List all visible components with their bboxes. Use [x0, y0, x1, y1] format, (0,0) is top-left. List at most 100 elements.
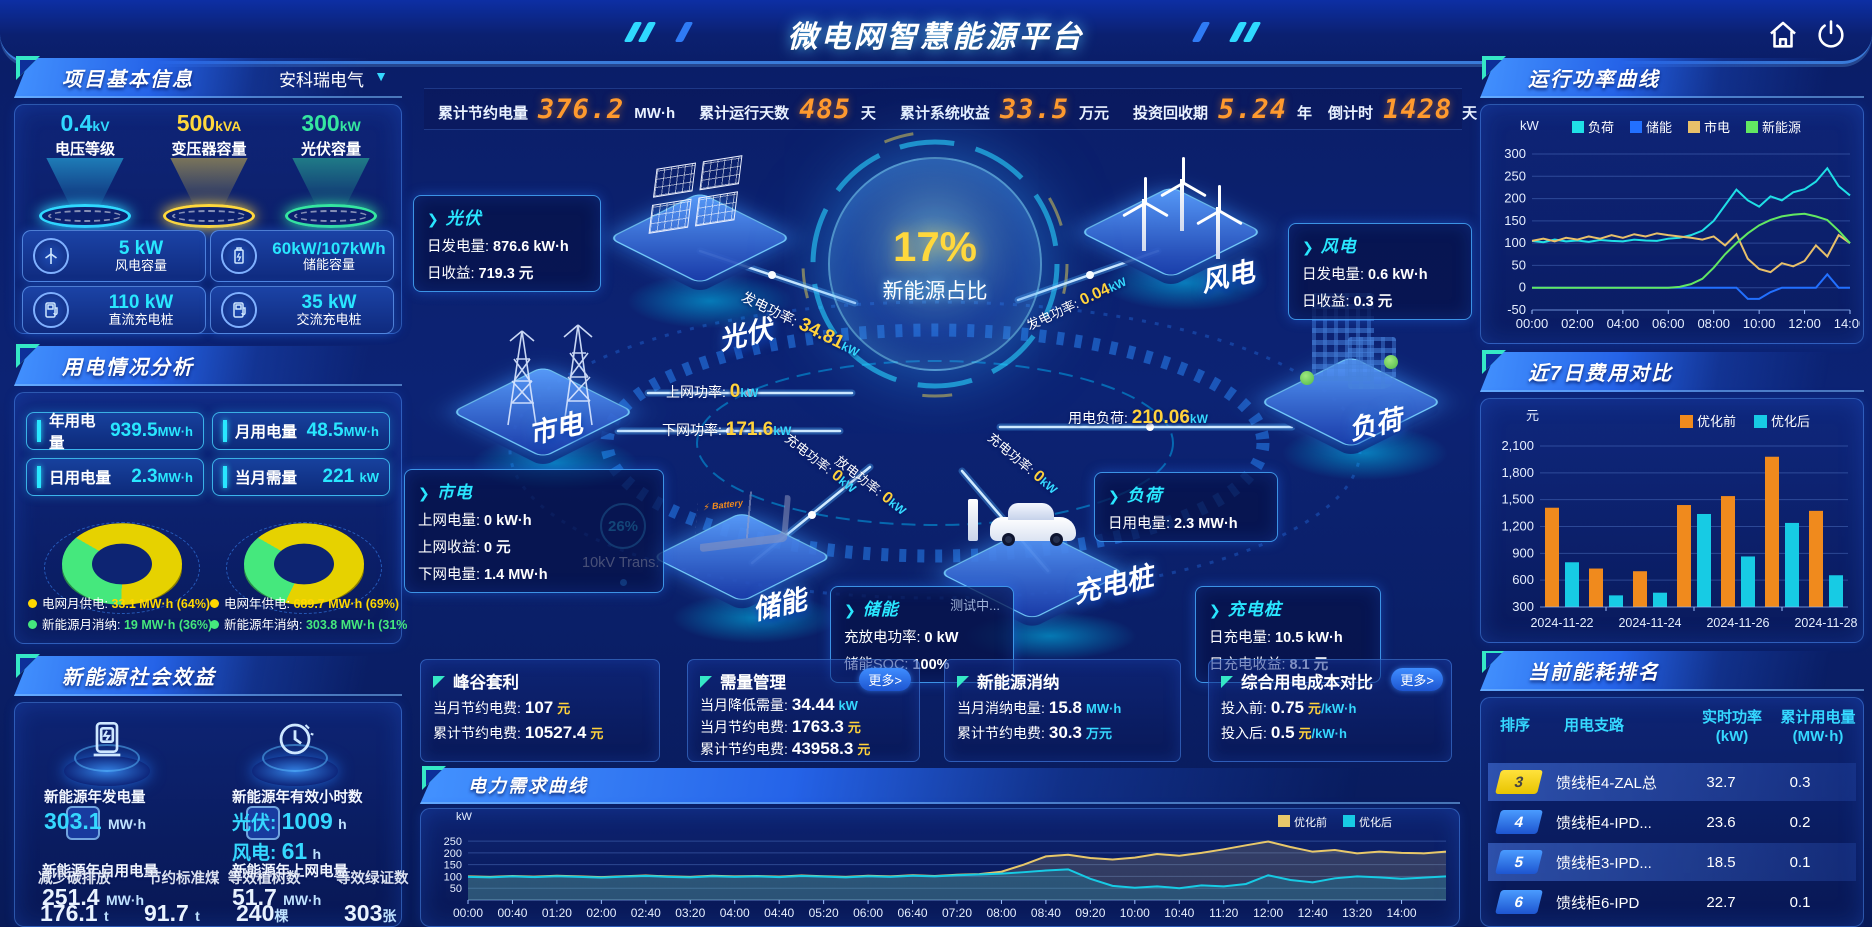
wheel-icon	[1002, 533, 1015, 546]
svg-text:负荷: 负荷	[1588, 120, 1614, 135]
more-button[interactable]: 更多>	[1391, 668, 1443, 691]
svg-text:100: 100	[1504, 235, 1526, 250]
transformer-capacity-label: 变压器容量	[171, 141, 247, 158]
ranking-row[interactable]: 5 馈线柜3-IPD... 18.5 0.1	[1488, 843, 1856, 881]
svg-text:150: 150	[444, 860, 462, 872]
peak-valley-panel: 峰谷套利 当月节约电费: 107 元 累计节约电费: 10527.4 元	[420, 659, 660, 762]
legend-renewable-month: 新能源月消纳: 19 MW·h (36%)	[28, 614, 212, 633]
ranking-row[interactable]: 6 馈线柜6-IPD 22.7 0.1	[1488, 883, 1856, 921]
ranking-row[interactable]: 3 馈线柜4-ZAL总 32.7 0.3	[1488, 763, 1856, 801]
panel-cost-compare: 近7日费用对比 2,100 1,800 1,500 1,200 900 600 300 元 20…	[1480, 350, 1864, 645]
dc-charger-card: 110 kW 直流充电桩	[22, 286, 206, 334]
pv-capacity-label: 光伏容量	[300, 141, 361, 158]
grid-feed-value: 51.7 MW·h	[232, 884, 322, 910]
home-icon[interactable]	[1766, 18, 1800, 52]
power-icon[interactable]	[1814, 18, 1848, 52]
kpi-system-income: 累计系统收益 33.5 万元	[899, 93, 1109, 125]
chevron-down-icon[interactable]: ▼	[374, 68, 388, 84]
header: 微电网智慧能源平台	[0, 0, 1872, 64]
svg-text:-50: -50	[1507, 302, 1526, 317]
wind-info-box: ❯ 风电 日发电量: 0.6 kW·h 日收益: 0.3 元	[1288, 223, 1472, 320]
svg-text:1,500: 1,500	[1501, 492, 1534, 507]
corner-icon	[957, 676, 969, 688]
svg-text:优化前: 优化前	[1697, 414, 1736, 429]
svg-text:08:00: 08:00	[1697, 316, 1730, 331]
carbon-label: 减少碳排放	[38, 871, 111, 887]
svg-text:市电: 市电	[1704, 120, 1730, 135]
svg-text:00:00: 00:00	[1516, 316, 1549, 331]
charger-flow-label: 充电功率: 0kW	[984, 429, 1060, 497]
project-selector[interactable]: 安科瑞电气	[279, 71, 364, 90]
col-power: 实时功率 (kW)	[1701, 709, 1762, 745]
ac-charger-icon	[221, 292, 257, 328]
yearly-share-donut-chart	[244, 523, 364, 605]
svg-text:08:40: 08:40	[1031, 906, 1061, 920]
svg-text:06:00: 06:00	[853, 906, 883, 920]
wind-capacity-card: 5 kW 风电容量	[22, 230, 206, 282]
panel-demand-curve-header: 电力需求曲线	[420, 768, 1460, 804]
svg-text:10:00: 10:00	[1120, 906, 1150, 920]
wind-hours-value: 风电: 61 h	[232, 838, 322, 864]
panel-title: 综合用电成本对比	[1221, 669, 1439, 693]
svg-text:00:00: 00:00	[453, 906, 483, 920]
kpi-bar: 累计节约电量 376.2 MW·h 累计运行天数 485 天 累计系统收益 33.5 万元 …	[424, 88, 1477, 130]
panel-demand-curve-body	[420, 808, 1460, 927]
svg-text:2024-11-22: 2024-11-22	[1530, 616, 1593, 630]
certs-value: 303张	[344, 900, 397, 926]
svg-text:元: 元	[1526, 408, 1539, 423]
svg-text:01:20: 01:20	[542, 906, 572, 920]
panel-power-curve-body	[1480, 104, 1864, 344]
wind-icon	[33, 238, 69, 274]
charger-pillar-icon	[968, 499, 978, 541]
header-curve	[0, 34, 1872, 64]
ev-station-icon	[87, 718, 127, 767]
tree-icon	[1300, 371, 1314, 385]
col-rank: 排序	[1500, 717, 1531, 734]
panel-cost-compare-body	[1480, 398, 1864, 643]
trees-value: 240棵	[236, 900, 289, 926]
storage-status: 测试中...	[950, 598, 1000, 613]
legend-renewable-year: 新能源年消纳: 303.8 MW·h (31%	[210, 614, 407, 633]
svg-text:13:20: 13:20	[1342, 906, 1372, 920]
cone-ring	[163, 204, 255, 228]
svg-text:2024-11-24: 2024-11-24	[1618, 616, 1681, 630]
ranking-row[interactable]: 4 馈线柜4-IPD... 23.6 0.2	[1488, 803, 1856, 841]
panel-title: 当前能耗排名	[1528, 661, 1660, 684]
clock-icon	[274, 718, 316, 765]
wheel-icon	[1050, 533, 1063, 546]
svg-text:1,800: 1,800	[1501, 465, 1534, 480]
svg-text:250: 250	[444, 836, 462, 848]
svg-text:50: 50	[450, 883, 462, 895]
self-use-label: 新能源年自用电量	[42, 864, 158, 880]
voltage-level-label: 电压等级	[54, 141, 115, 158]
svg-text:2024-11-26: 2024-11-26	[1706, 616, 1769, 630]
more-button[interactable]: 更多>	[859, 668, 911, 691]
renewable-hours-label: 新能源年有效小时数	[232, 790, 363, 806]
legend-grid-month: 电网月供电: 33.1 MW·h (64%)	[28, 593, 210, 612]
col-energy: 累计用电量 (MW·h)	[1780, 709, 1856, 745]
grid-info-box: ❯ 市电 上网电量: 0 kW·h 上网收益: 0 元 下网电量: 1.4 MW·h	[404, 469, 664, 593]
svg-text:储能: 储能	[1646, 120, 1672, 135]
svg-text:200: 200	[1504, 191, 1526, 206]
corner-icon	[700, 676, 712, 688]
svg-text:14:00: 14:00	[1387, 906, 1417, 920]
svg-text:04:00: 04:00	[720, 906, 750, 920]
svg-text:02:00: 02:00	[586, 906, 616, 920]
daily-usage-pill: 日用电量 2.3MW·h	[26, 458, 204, 496]
page-title: 微电网智慧能源平台	[787, 21, 1085, 54]
svg-text:09:20: 09:20	[1075, 906, 1105, 920]
svg-text:kW: kW	[1520, 118, 1540, 133]
panel-title: 运行功率曲线	[1528, 68, 1660, 91]
svg-text:100: 100	[444, 871, 462, 883]
panel-power-curve: 运行功率曲线 300 250 200 150 100 50 0 -50 kW 00:00 02:00…	[1480, 56, 1866, 346]
carbon-value: 176.1 t	[40, 900, 109, 926]
svg-text:02:40: 02:40	[631, 906, 661, 920]
kpi-payback-period: 投资回收期 5.24 年	[1132, 93, 1313, 125]
voltage-level-value: 0.4kV	[60, 110, 110, 136]
panel-title: 用电情况分析	[62, 356, 194, 379]
yearly-usage-pill: 年用电量 939.5MW·h	[26, 412, 204, 452]
svg-text:2,100: 2,100	[1501, 438, 1534, 453]
load-flow-label: 用电负荷: 210.06kW	[1068, 407, 1208, 428]
panel-title: 项目基本信息	[62, 68, 194, 91]
svg-text:05:20: 05:20	[809, 906, 839, 920]
